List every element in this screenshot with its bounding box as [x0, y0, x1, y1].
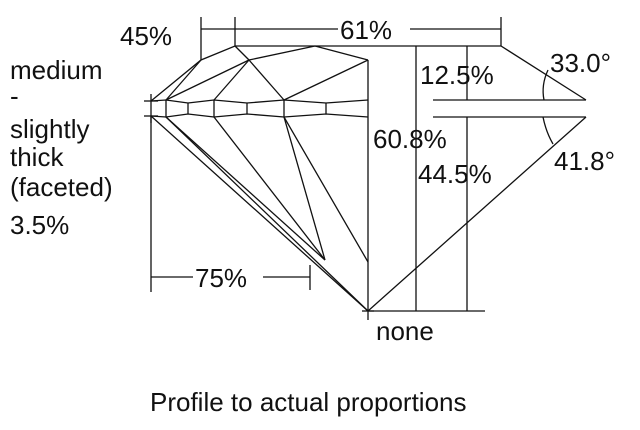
- girdle-line: slightly: [10, 114, 89, 144]
- crown-height-label: 12.5%: [420, 60, 494, 90]
- caption: Profile to actual proportions: [150, 387, 467, 417]
- girdle-line: medium: [10, 55, 102, 85]
- culet-label: none: [376, 316, 434, 346]
- dimension-lines: [144, 17, 554, 320]
- total-depth-label: 60.8%: [373, 124, 447, 154]
- pavilion-angle-label: 41.8°: [554, 146, 615, 176]
- crown-angle-label: 33.0°: [550, 48, 611, 78]
- girdle-line: -: [10, 81, 19, 111]
- diamond-outline: [150, 45, 587, 312]
- girdle-line: 3.5%: [10, 210, 69, 240]
- girdle-line: thick: [10, 142, 64, 172]
- table-label: 61%: [340, 15, 392, 45]
- lower-half-label: 75%: [195, 263, 247, 293]
- girdle-label: medium - slightly thick (faceted) 3.5%: [10, 55, 113, 240]
- pavilion-depth-label: 44.5%: [418, 159, 492, 189]
- crown-angle-pct-label: 45%: [120, 21, 172, 51]
- girdle-line: (faceted): [10, 172, 113, 202]
